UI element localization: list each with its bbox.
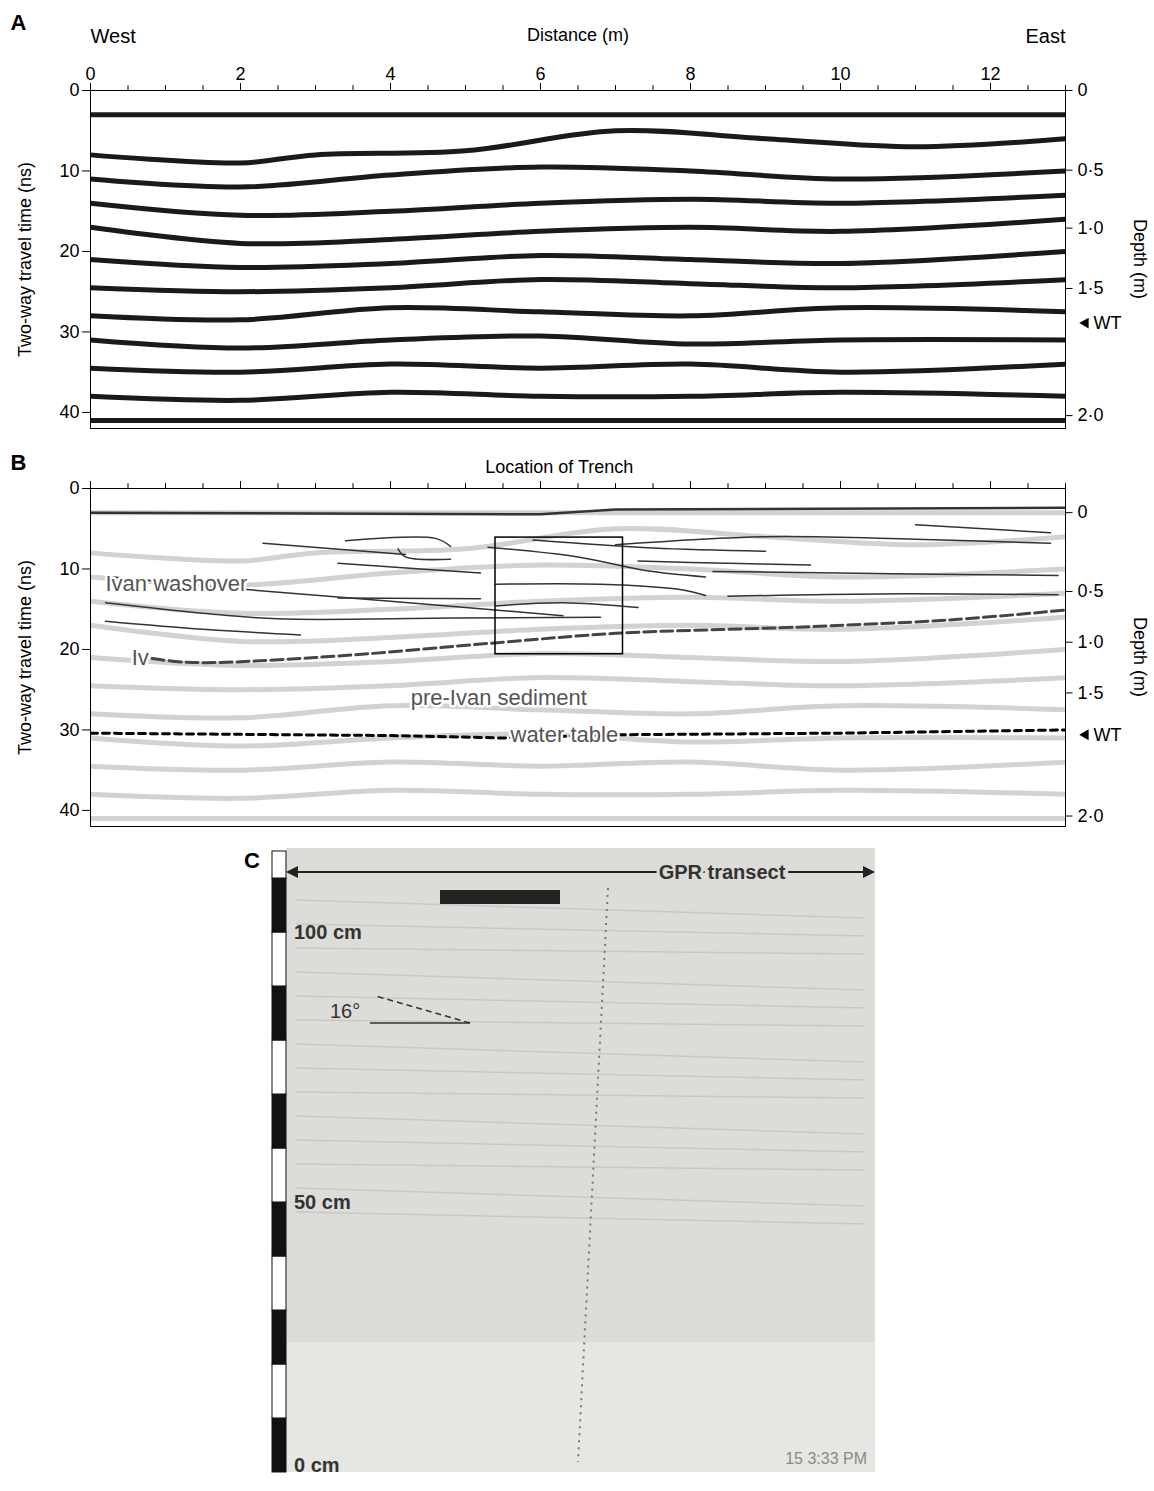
svg-text:10: 10 — [59, 161, 79, 181]
html-text:Depth (m): Depth (m) — [1130, 219, 1150, 299]
svg-text:10: 10 — [59, 559, 79, 579]
svg-text:4: 4 — [385, 64, 395, 84]
svg-text:Two-way travel time (ns): Two-way travel time (ns) — [15, 162, 35, 357]
svg-text:Location of Trench: Location of Trench — [485, 457, 633, 477]
svg-text:6: 6 — [535, 64, 545, 84]
html-text:Depth (m): Depth (m) — [1130, 617, 1150, 697]
svg-text:20: 20 — [59, 639, 79, 659]
svg-text:30: 30 — [59, 720, 79, 740]
svg-text:1·5: 1·5 — [1078, 278, 1104, 298]
svg-text:Two-way travel time (ns): Two-way travel time (ns) — [15, 560, 35, 755]
svg-text:2·0: 2·0 — [1078, 405, 1104, 425]
svg-text:20: 20 — [59, 241, 79, 261]
svg-text:15 3:33 PM: 15 3:33 PM — [785, 1450, 867, 1467]
svg-text:B: B — [11, 450, 27, 475]
svg-text:A: A — [11, 10, 27, 35]
svg-text:1·0: 1·0 — [1078, 218, 1104, 238]
svg-text:0: 0 — [1078, 502, 1088, 522]
svg-text:1·5: 1·5 — [1078, 683, 1104, 703]
svg-text:30: 30 — [59, 322, 79, 342]
svg-text:0 cm: 0 cm — [294, 1454, 340, 1476]
svg-text:40: 40 — [59, 800, 79, 820]
svg-text:0·5: 0·5 — [1078, 581, 1104, 601]
svg-text:0: 0 — [69, 80, 79, 100]
svg-text:WT: WT — [1094, 313, 1122, 333]
svg-text:Iv: Iv — [132, 645, 149, 670]
svg-text:WT: WT — [1094, 725, 1122, 745]
svg-text:10: 10 — [830, 64, 850, 84]
svg-text:0: 0 — [1078, 80, 1088, 100]
svg-text:8: 8 — [685, 64, 695, 84]
svg-text:0: 0 — [69, 478, 79, 498]
svg-text:Distance (m): Distance (m) — [527, 25, 629, 45]
svg-text:40: 40 — [59, 402, 79, 422]
svg-text:16°: 16° — [330, 1000, 360, 1022]
svg-text:C: C — [244, 848, 260, 873]
svg-text:Ivan washover: Ivan washover — [106, 571, 248, 596]
svg-text:2: 2 — [235, 64, 245, 84]
svg-text:50 cm: 50 cm — [294, 1191, 351, 1213]
svg-text:2·0: 2·0 — [1078, 806, 1104, 826]
svg-text:1·0: 1·0 — [1078, 632, 1104, 652]
svg-text:100 cm: 100 cm — [294, 921, 362, 943]
svg-text:0·5: 0·5 — [1078, 160, 1104, 180]
svg-text:pre-Ivan sediment: pre-Ivan sediment — [411, 685, 587, 710]
svg-text:0: 0 — [85, 64, 95, 84]
svg-text:water table: water table — [510, 722, 619, 747]
svg-text:West: West — [91, 25, 137, 47]
svg-text:12: 12 — [980, 64, 1000, 84]
svg-text:GPR transect: GPR transect — [659, 861, 786, 883]
svg-text:East: East — [1025, 25, 1065, 47]
